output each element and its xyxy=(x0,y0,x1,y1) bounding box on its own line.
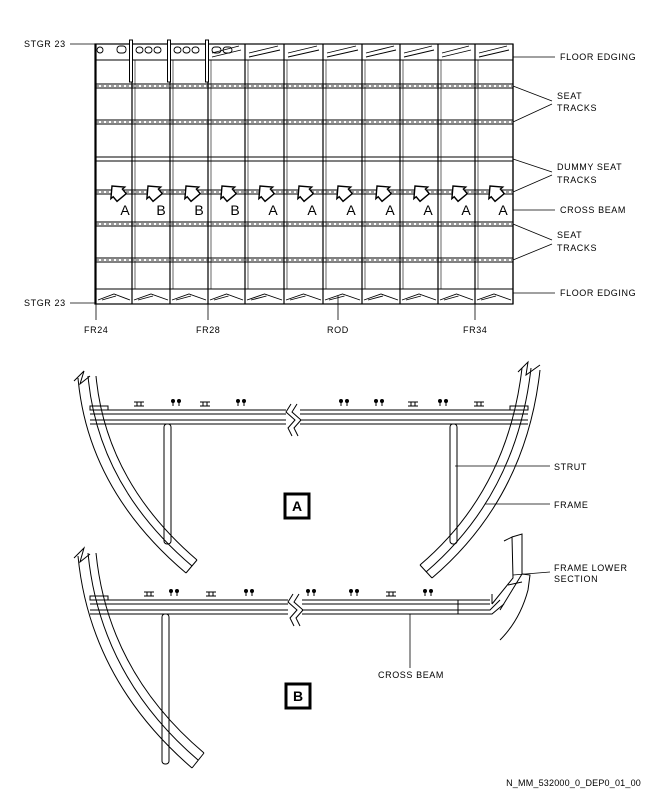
beam-letter: B xyxy=(230,202,239,218)
rod xyxy=(167,39,171,83)
beam-letter: A xyxy=(307,202,317,218)
section-b-track-heads xyxy=(169,589,433,593)
edging-hatch xyxy=(441,45,472,58)
floor-plan-view xyxy=(94,43,514,305)
beam-arrows xyxy=(110,185,506,203)
beam-arrow xyxy=(220,185,238,203)
edging-hatch xyxy=(324,293,361,301)
dummy-seat-tracks-line2: TRACKS xyxy=(557,175,597,185)
beam-letter: A xyxy=(120,202,130,218)
frame-label-fr34: FR34 xyxy=(463,325,487,335)
edging-hatch xyxy=(211,45,242,58)
edging-cutouts xyxy=(96,45,233,54)
edging-hatch xyxy=(439,293,474,301)
frame-label: FRAME xyxy=(554,500,589,510)
section-a-track-heads xyxy=(171,399,448,403)
floor-edging-hatch xyxy=(97,45,512,301)
strut-label: STRUT xyxy=(554,462,587,472)
cross-beam-label-top: CROSS BEAM xyxy=(560,205,626,215)
rod xyxy=(205,39,209,83)
beam-arrow xyxy=(258,185,276,203)
beam-letter: A xyxy=(268,202,278,218)
floor-edging-top-label: FLOOR EDGING xyxy=(560,52,636,62)
stringer-label-bottom: STGR 23 xyxy=(24,298,66,308)
edging-hatch xyxy=(171,293,207,301)
section-b-leaders xyxy=(409,571,551,668)
edging-hatch xyxy=(401,293,437,301)
beam-letter: B xyxy=(194,202,203,218)
frame-label-fr28: FR28 xyxy=(196,325,220,335)
beam-arrow xyxy=(146,185,164,203)
figure-reference: N_MM_532000_0_DEP0_01_00 xyxy=(506,778,641,788)
seat-tracks-lower-line1: SEAT xyxy=(557,230,582,240)
floor-edging-bottom-label: FLOOR EDGING xyxy=(560,288,636,298)
seat-tracks-upper-line1: SEAT xyxy=(557,91,582,101)
section-a-frame-left xyxy=(77,377,187,574)
beam-arrow xyxy=(488,185,506,203)
section-a-leaders xyxy=(455,465,550,505)
edging-hatch xyxy=(287,45,320,58)
edging-hatch xyxy=(133,293,169,301)
frame-lower-section-line2: SECTION xyxy=(554,574,598,584)
seat-tracks-upper-line2: TRACKS xyxy=(557,103,597,113)
section-a-badge-letter: A xyxy=(292,498,302,514)
edging-hatch xyxy=(209,293,244,301)
seat-tracks-lower-line2: TRACKS xyxy=(557,243,597,253)
beam-arrow xyxy=(375,185,393,203)
edging-hatch xyxy=(403,45,435,58)
beam-arrow xyxy=(336,185,354,203)
stringer-label-top: STGR 23 xyxy=(24,39,66,49)
callout-leaders xyxy=(70,43,555,320)
beam-letter: A xyxy=(423,202,433,218)
section-a-badge: A xyxy=(283,492,311,520)
rod xyxy=(129,39,133,83)
beam-letter: A xyxy=(346,202,356,218)
frame-lower-section xyxy=(499,533,523,611)
edging-hatch xyxy=(363,293,399,301)
beam-letter: A xyxy=(498,202,508,218)
section-b-badge: B xyxy=(284,682,312,710)
edging-hatch xyxy=(246,293,283,301)
section-b-view xyxy=(73,533,531,769)
edging-hatch xyxy=(285,293,322,301)
beam-letter: A xyxy=(385,202,395,218)
cross-beam-lines xyxy=(95,39,514,304)
beam-arrow xyxy=(184,185,202,203)
frame-lower-section-line1: FRAME LOWER xyxy=(554,563,628,573)
edging-hatch xyxy=(365,45,397,58)
beam-letter: A xyxy=(461,202,471,218)
dummy-seat-tracks-line1: DUMMY SEAT xyxy=(557,162,622,172)
edging-hatch xyxy=(326,45,359,58)
edging-hatch xyxy=(248,45,281,58)
edging-hatch xyxy=(476,293,512,301)
beam-arrow xyxy=(451,185,469,203)
beam-arrow xyxy=(413,185,431,203)
cross-beam-label-b: CROSS BEAM xyxy=(378,670,444,680)
edging-hatch xyxy=(97,293,131,301)
section-a-view xyxy=(73,360,541,579)
section-a-frame-right xyxy=(419,367,523,566)
section-b-badge-letter: B xyxy=(293,688,303,704)
floor-outline xyxy=(94,43,514,305)
beam-arrow xyxy=(297,185,315,203)
beam-letter: B xyxy=(156,202,165,218)
rod-label: ROD xyxy=(327,325,349,335)
beam-arrow xyxy=(110,185,128,203)
section-b-frame-left xyxy=(77,555,193,769)
frame-label-fr24: FR24 xyxy=(84,325,108,335)
edging-hatch xyxy=(478,45,510,58)
